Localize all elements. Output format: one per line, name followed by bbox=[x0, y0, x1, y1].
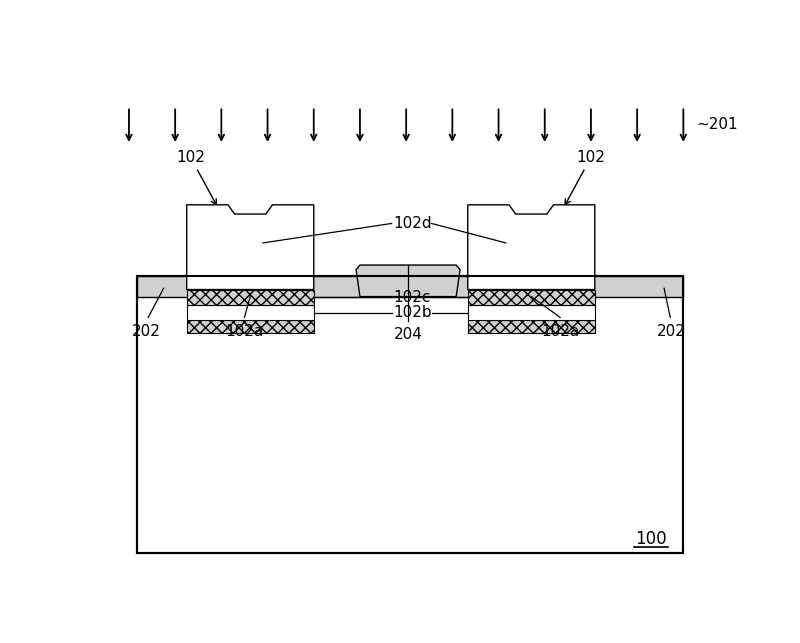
Polygon shape bbox=[468, 205, 595, 289]
Text: 204: 204 bbox=[394, 327, 422, 343]
Text: 102a: 102a bbox=[226, 323, 263, 339]
Bar bbox=[186, 276, 314, 296]
Text: 102c: 102c bbox=[393, 290, 430, 305]
Bar bbox=[468, 276, 595, 296]
Bar bbox=[468, 305, 595, 320]
Bar bbox=[468, 289, 595, 305]
Polygon shape bbox=[186, 205, 314, 289]
Text: 102: 102 bbox=[176, 150, 216, 205]
Polygon shape bbox=[356, 265, 460, 296]
Bar bbox=[137, 276, 683, 296]
Bar bbox=[137, 276, 683, 553]
Text: 100: 100 bbox=[635, 530, 667, 548]
Text: 102: 102 bbox=[565, 150, 606, 205]
Bar bbox=[468, 320, 595, 332]
Bar bbox=[186, 289, 314, 305]
Text: 102b: 102b bbox=[393, 305, 432, 320]
Bar bbox=[186, 305, 314, 320]
Text: ~201: ~201 bbox=[697, 116, 738, 132]
Bar bbox=[186, 320, 314, 332]
Bar bbox=[137, 276, 683, 296]
Text: 102d: 102d bbox=[393, 216, 432, 231]
Text: 202: 202 bbox=[132, 323, 161, 339]
Text: 202: 202 bbox=[658, 323, 686, 339]
Text: 102a: 102a bbox=[541, 323, 579, 339]
Bar bbox=[137, 276, 683, 553]
